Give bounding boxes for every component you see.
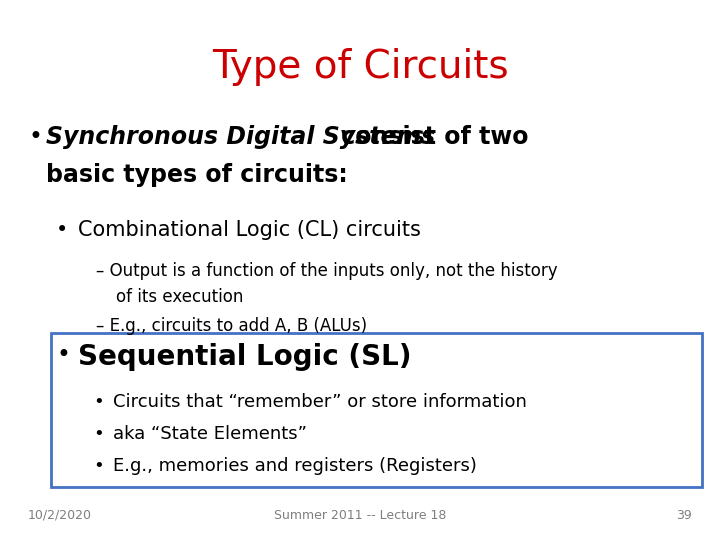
Text: 39: 39 [676, 509, 692, 522]
FancyBboxPatch shape [51, 333, 702, 487]
Text: Circuits that “remember” or store information: Circuits that “remember” or store inform… [113, 393, 527, 411]
Text: – E.g., circuits to add A, B (ALUs): – E.g., circuits to add A, B (ALUs) [96, 317, 367, 335]
Text: Summer 2011 -- Lecture 18: Summer 2011 -- Lecture 18 [274, 509, 446, 522]
Text: 10/2/2020: 10/2/2020 [28, 509, 92, 522]
Text: consist of two: consist of two [333, 125, 528, 149]
Text: Sequential Logic (SL): Sequential Logic (SL) [78, 343, 412, 371]
Text: of its execution: of its execution [116, 288, 243, 306]
Text: aka “State Elements”: aka “State Elements” [113, 425, 307, 443]
Text: – Output is a function of the inputs only, not the history: – Output is a function of the inputs onl… [96, 262, 557, 280]
Text: Type of Circuits: Type of Circuits [212, 48, 508, 86]
Text: basic types of circuits:: basic types of circuits: [46, 163, 348, 187]
Text: •: • [56, 220, 68, 240]
Text: •: • [93, 425, 104, 443]
Text: •: • [93, 393, 104, 411]
Text: Combinational Logic (CL) circuits: Combinational Logic (CL) circuits [78, 220, 421, 240]
Text: E.g., memories and registers (Registers): E.g., memories and registers (Registers) [113, 457, 477, 475]
Text: •: • [93, 457, 104, 475]
Text: •: • [56, 343, 70, 367]
Text: Synchronous Digital Systems: Synchronous Digital Systems [46, 125, 436, 149]
Text: •: • [28, 125, 42, 149]
